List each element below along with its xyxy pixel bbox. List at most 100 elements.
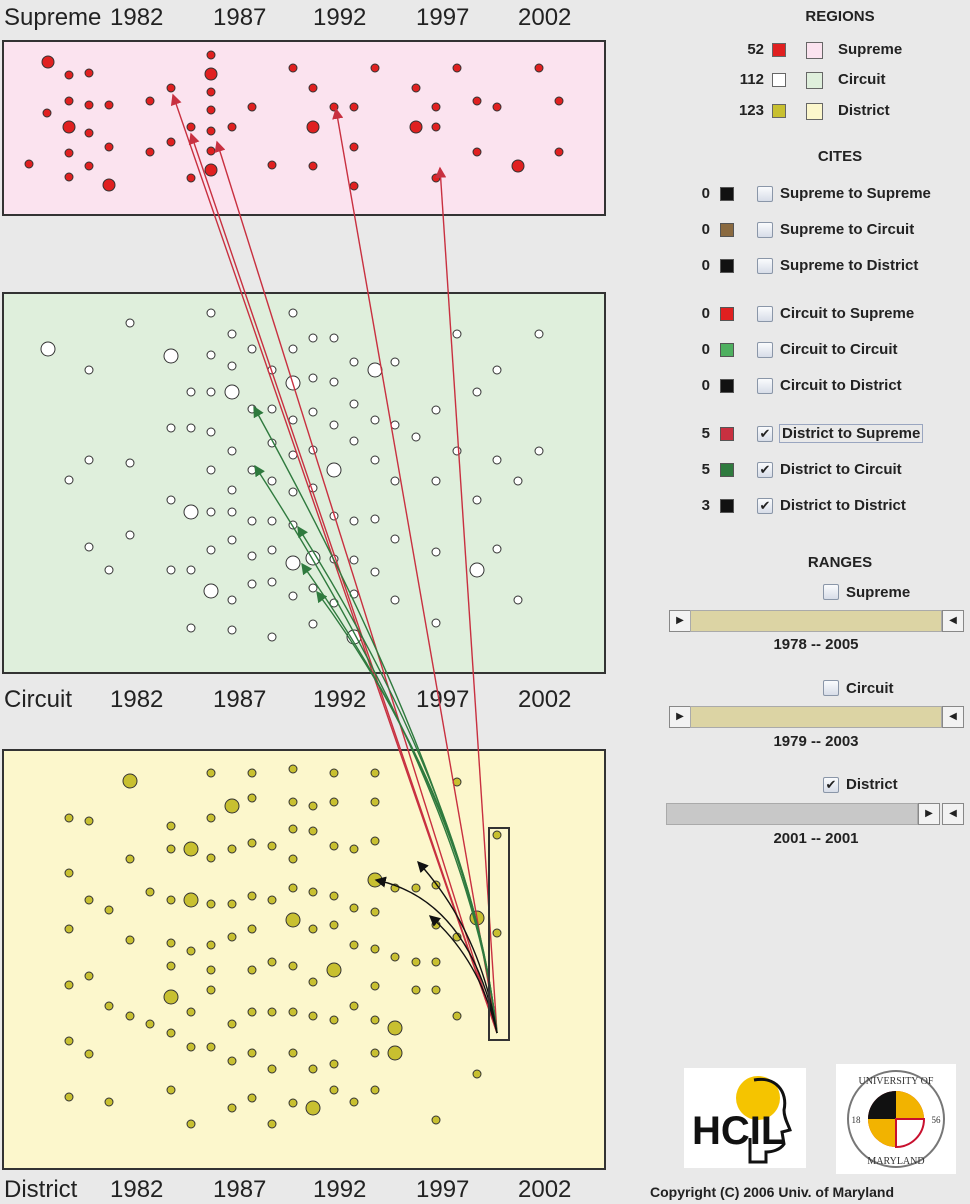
cite-checkbox-supreme-to-circuit[interactable]	[757, 222, 773, 238]
district-case-dot[interactable]	[308, 977, 318, 987]
district-case-dot[interactable]	[166, 821, 176, 831]
supreme-case-dot[interactable]	[554, 96, 564, 106]
district-case-dot[interactable]	[387, 1045, 403, 1061]
district-case-dot[interactable]	[227, 1056, 237, 1066]
supreme-region-panel[interactable]	[2, 40, 606, 216]
supreme-case-dot[interactable]	[288, 63, 298, 73]
range-district-checkbox[interactable]: ✔	[823, 777, 839, 793]
district-case-dot[interactable]	[411, 957, 421, 967]
circuit-case-dot[interactable]	[125, 318, 135, 328]
cite-color-district-to-circuit[interactable]	[720, 463, 734, 477]
circuit-case-dot[interactable]	[472, 495, 482, 505]
circuit-case-dot[interactable]	[411, 432, 421, 442]
region-bg-supreme[interactable]	[806, 42, 823, 59]
range-district-slider[interactable]	[666, 803, 918, 825]
supreme-case-dot[interactable]	[431, 122, 441, 132]
range-supreme-slider[interactable]	[690, 610, 942, 632]
district-case-dot[interactable]	[227, 899, 237, 909]
circuit-case-dot[interactable]	[534, 329, 544, 339]
district-case-dot[interactable]	[288, 797, 298, 807]
supreme-case-dot[interactable]	[64, 96, 74, 106]
supreme-case-dot[interactable]	[472, 96, 482, 106]
circuit-case-dot[interactable]	[267, 476, 277, 486]
supreme-case-dot[interactable]	[370, 63, 380, 73]
circuit-case-dot[interactable]	[203, 583, 219, 599]
district-case-dot[interactable]	[247, 1093, 257, 1103]
supreme-case-dot[interactable]	[431, 173, 441, 183]
district-case-dot[interactable]	[288, 1098, 298, 1108]
circuit-case-dot[interactable]	[206, 545, 216, 555]
circuit-case-dot[interactable]	[206, 507, 216, 517]
district-case-dot[interactable]	[206, 940, 216, 950]
district-case-dot[interactable]	[329, 891, 339, 901]
circuit-case-dot[interactable]	[288, 344, 298, 354]
district-case-dot[interactable]	[329, 1059, 339, 1069]
district-case-dot[interactable]	[166, 895, 176, 905]
district-case-dot[interactable]	[206, 899, 216, 909]
district-case-dot[interactable]	[84, 1049, 94, 1059]
district-case-dot[interactable]	[492, 928, 502, 938]
district-case-dot[interactable]	[370, 1048, 380, 1058]
region-color-circuit[interactable]	[772, 73, 786, 87]
district-selection-box[interactable]	[488, 827, 510, 1041]
district-case-dot[interactable]	[183, 892, 199, 908]
circuit-case-dot[interactable]	[166, 565, 176, 575]
district-region-panel[interactable]	[2, 749, 606, 1170]
district-case-dot[interactable]	[247, 891, 257, 901]
range-circuit-checkbox[interactable]	[823, 680, 839, 696]
range-circuit-right-arrow[interactable]: ◀	[942, 706, 964, 728]
district-case-dot[interactable]	[349, 940, 359, 950]
circuit-case-dot[interactable]	[349, 436, 359, 446]
district-case-dot[interactable]	[267, 957, 277, 967]
supreme-case-dot[interactable]	[409, 120, 423, 134]
supreme-case-dot[interactable]	[349, 142, 359, 152]
supreme-case-dot[interactable]	[42, 108, 52, 118]
district-case-dot[interactable]	[247, 768, 257, 778]
district-case-dot[interactable]	[370, 981, 380, 991]
circuit-case-dot[interactable]	[104, 565, 114, 575]
supreme-case-dot[interactable]	[206, 87, 216, 97]
supreme-case-dot[interactable]	[204, 163, 218, 177]
cite-checkbox-district-to-district[interactable]: ✔	[757, 498, 773, 514]
supreme-case-dot[interactable]	[102, 178, 116, 192]
district-case-dot[interactable]	[308, 801, 318, 811]
circuit-case-dot[interactable]	[308, 619, 318, 629]
district-case-dot[interactable]	[122, 773, 138, 789]
cite-color-circuit-to-circuit[interactable]	[720, 343, 734, 357]
circuit-case-dot[interactable]	[329, 333, 339, 343]
circuit-case-dot[interactable]	[206, 350, 216, 360]
circuit-case-dot[interactable]	[390, 595, 400, 605]
district-case-dot[interactable]	[145, 887, 155, 897]
circuit-case-dot[interactable]	[267, 632, 277, 642]
district-case-dot[interactable]	[145, 1019, 155, 1029]
supreme-case-dot[interactable]	[64, 148, 74, 158]
circuit-case-dot[interactable]	[247, 579, 257, 589]
district-case-dot[interactable]	[186, 1007, 196, 1017]
supreme-case-dot[interactable]	[186, 173, 196, 183]
supreme-case-dot[interactable]	[166, 83, 176, 93]
cite-checkbox-circuit-to-district[interactable]	[757, 378, 773, 394]
district-case-dot[interactable]	[224, 798, 240, 814]
circuit-case-dot[interactable]	[227, 485, 237, 495]
range-circuit-left-arrow[interactable]: ▶	[669, 706, 691, 728]
circuit-case-dot[interactable]	[247, 465, 257, 475]
circuit-case-dot[interactable]	[166, 495, 176, 505]
circuit-case-dot[interactable]	[452, 446, 462, 456]
cite-checkbox-supreme-to-district[interactable]	[757, 258, 773, 274]
range-supreme-right-arrow[interactable]: ◀	[942, 610, 964, 632]
circuit-case-dot[interactable]	[452, 329, 462, 339]
district-case-dot[interactable]	[64, 980, 74, 990]
cite-checkbox-circuit-to-circuit[interactable]	[757, 342, 773, 358]
district-case-dot[interactable]	[411, 985, 421, 995]
supreme-case-dot[interactable]	[41, 55, 55, 69]
supreme-case-dot[interactable]	[62, 120, 76, 134]
district-case-dot[interactable]	[64, 868, 74, 878]
circuit-case-dot[interactable]	[186, 387, 196, 397]
circuit-case-dot[interactable]	[349, 516, 359, 526]
district-case-dot[interactable]	[288, 854, 298, 864]
circuit-case-dot[interactable]	[288, 591, 298, 601]
cite-color-district-to-supreme[interactable]	[720, 427, 734, 441]
range-circuit-slider[interactable]	[690, 706, 942, 728]
district-case-dot[interactable]	[349, 844, 359, 854]
circuit-case-dot[interactable]	[166, 423, 176, 433]
